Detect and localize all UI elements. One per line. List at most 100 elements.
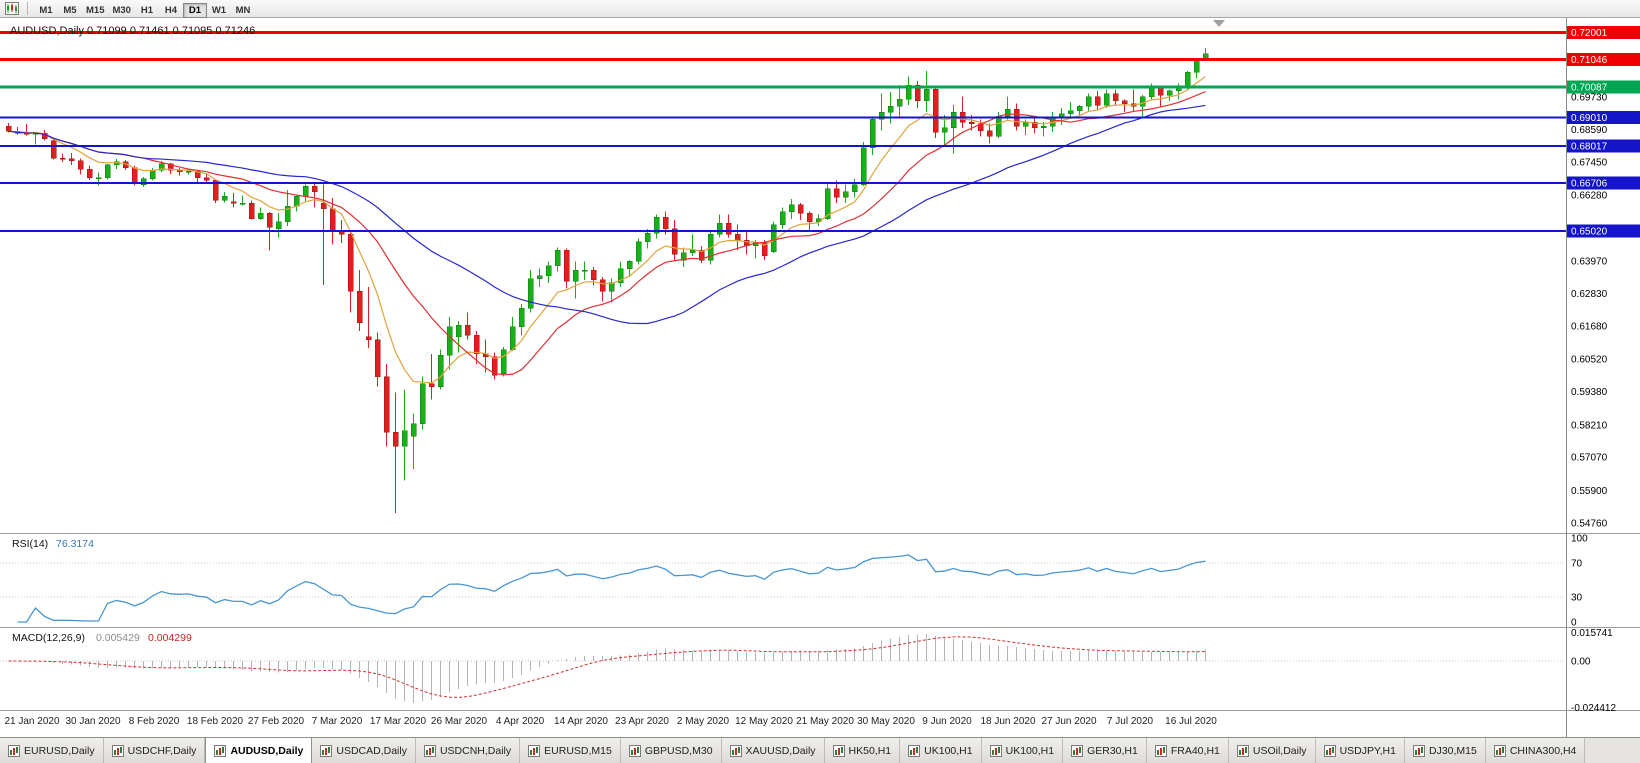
candle [1202, 53, 1209, 59]
price-axis-label: 0.62830 [1571, 289, 1608, 300]
date-label: 7 Jul 2020 [1107, 716, 1154, 727]
price-badge [1567, 80, 1640, 94]
date-axis[interactable]: 21 Jan 2020 30 Jan 2020 8 Feb 2020 18 Feb 2… [4, 716, 1217, 727]
date-label: 23 Apr 2020 [615, 716, 669, 727]
candle [473, 335, 480, 355]
timeframe-button-m5[interactable]: M5 [58, 3, 82, 18]
rsi-axis-label: 30 [1571, 592, 1583, 603]
candle [671, 228, 678, 255]
candle [230, 201, 237, 204]
candle [824, 188, 831, 220]
date-label: 9 Jun 2020 [922, 716, 972, 727]
chart-tab-label: CHINA300,H4 [1509, 744, 1577, 757]
chart-tab-ger30-h1[interactable]: GER30,H1 [1063, 738, 1147, 763]
macd-signal-value: 0.004299 [148, 632, 192, 644]
chart-tab-usdcnh-daily[interactable]: USDCNH,Daily [415, 738, 521, 763]
ma-fast-line [8, 76, 1206, 384]
candle [761, 242, 768, 257]
chart-icon [1154, 744, 1167, 757]
candle [1121, 100, 1128, 104]
timeframe-button-m15[interactable]: M15 [82, 3, 108, 18]
price-axis-label: 0.68590 [1571, 125, 1608, 136]
candle [518, 308, 525, 328]
timeframe-button-mn[interactable]: MN [231, 3, 255, 18]
candle [617, 268, 624, 284]
chart-tab-usdchf-daily[interactable]: USDCHF,Daily [103, 738, 206, 763]
timeframe-button-m1[interactable]: M1 [34, 3, 58, 18]
chart-tab-china300-h4[interactable]: CHINA300,H4 [1485, 738, 1586, 763]
chart-tab-label: AUDUSD,Daily [230, 744, 304, 757]
candle [527, 278, 534, 309]
chart-icon [628, 744, 641, 757]
candle [266, 212, 273, 228]
price-badge [1567, 53, 1640, 67]
price-axis-label: 0.69730 [1571, 93, 1608, 104]
chart-tab-label: FRA40,H1 [1170, 744, 1220, 757]
candle [725, 222, 732, 235]
price-badge-label: 0.66706 [1571, 179, 1608, 190]
chart-tab-label: DJ30,M15 [1428, 744, 1477, 757]
candle [1112, 93, 1119, 102]
chart-tab-label: EURUSD,M15 [544, 744, 612, 757]
candle [500, 349, 507, 375]
candle [635, 241, 642, 262]
chart-tab-gbpusd-m30[interactable]: GBPUSD,M30 [620, 738, 722, 763]
chart-tab-dj30-m15[interactable]: DJ30,M15 [1404, 738, 1486, 763]
chart-icon [1236, 744, 1249, 757]
candle [995, 116, 1002, 137]
chart-canvas[interactable]: 0.69730 0.68590 0.67450 0.66280 0.63970 0.628… [0, 18, 1640, 737]
candle [1157, 87, 1164, 96]
timeframe-button-d1[interactable]: D1 [182, 2, 207, 18]
candle [401, 430, 408, 447]
chart-tab-label: GER30,H1 [1087, 744, 1138, 757]
chart-tab-eurusd-m15[interactable]: EURUSD,M15 [520, 738, 621, 763]
price-axis-label: 0.63970 [1571, 256, 1608, 267]
chart-icon [423, 744, 436, 757]
candle [140, 178, 147, 185]
macd-axis-label: -0.024412 [1571, 703, 1616, 714]
chart-tab-usdjpy-h1[interactable]: USDJPY,H1 [1315, 738, 1405, 763]
candle [1103, 93, 1110, 106]
candle [176, 170, 183, 173]
candle [923, 89, 930, 102]
candle [185, 171, 192, 173]
ma-mid-line [8, 91, 1206, 376]
chart-tab-label: USDCNH,Daily [439, 744, 512, 757]
chart-tab-hk50-h1[interactable]: HK50,H1 [824, 738, 901, 763]
chart-tab-uk100-h1[interactable]: UK100,H1 [900, 738, 982, 763]
price-badge-label: 0.71046 [1571, 55, 1608, 66]
price-badge [1567, 111, 1640, 125]
candle [77, 160, 84, 170]
macd-histogram [17, 634, 1206, 703]
timeframe-button-m30[interactable]: M30 [108, 3, 134, 18]
candle [284, 205, 291, 222]
date-label: 2 May 2020 [677, 716, 730, 727]
chart-tab-audusd-daily[interactable]: AUDUSD,Daily [205, 738, 313, 763]
price-axis-label: 0.66280 [1571, 191, 1608, 202]
chart-tab-eurusd-daily[interactable]: EURUSD,Daily [0, 738, 104, 763]
date-label: 8 Feb 2020 [129, 716, 180, 727]
candle [158, 163, 165, 171]
chart-tab-usdcad-daily[interactable]: USDCAD,Daily [312, 738, 416, 763]
candle [275, 221, 282, 230]
chart-tab-fra40-h1[interactable]: FRA40,H1 [1146, 738, 1229, 763]
candle [68, 158, 75, 161]
candle [986, 130, 993, 137]
chart-tab-uk100-h1[interactable]: UK100,H1 [981, 738, 1064, 763]
date-label: 14 Apr 2020 [554, 716, 608, 727]
shift-marker[interactable] [1213, 20, 1225, 27]
chart-tab-usoil-daily[interactable]: USOil,Daily [1228, 738, 1316, 763]
chart-icon [908, 744, 921, 757]
chart-icon[interactable] [3, 1, 21, 16]
timeframe-button-w1[interactable]: W1 [207, 3, 231, 18]
timeframe-button-h4[interactable]: H4 [159, 3, 183, 18]
chart-icon [214, 744, 227, 757]
chart-tab-xauusd-daily[interactable]: XAUUSD,Daily [721, 738, 825, 763]
candle [869, 119, 876, 148]
rsi-line [17, 554, 1206, 623]
candle [356, 291, 363, 323]
candle [437, 355, 444, 387]
date-label: 7 Mar 2020 [312, 716, 363, 727]
timeframe-button-h1[interactable]: H1 [135, 3, 159, 18]
candle [1148, 87, 1155, 97]
